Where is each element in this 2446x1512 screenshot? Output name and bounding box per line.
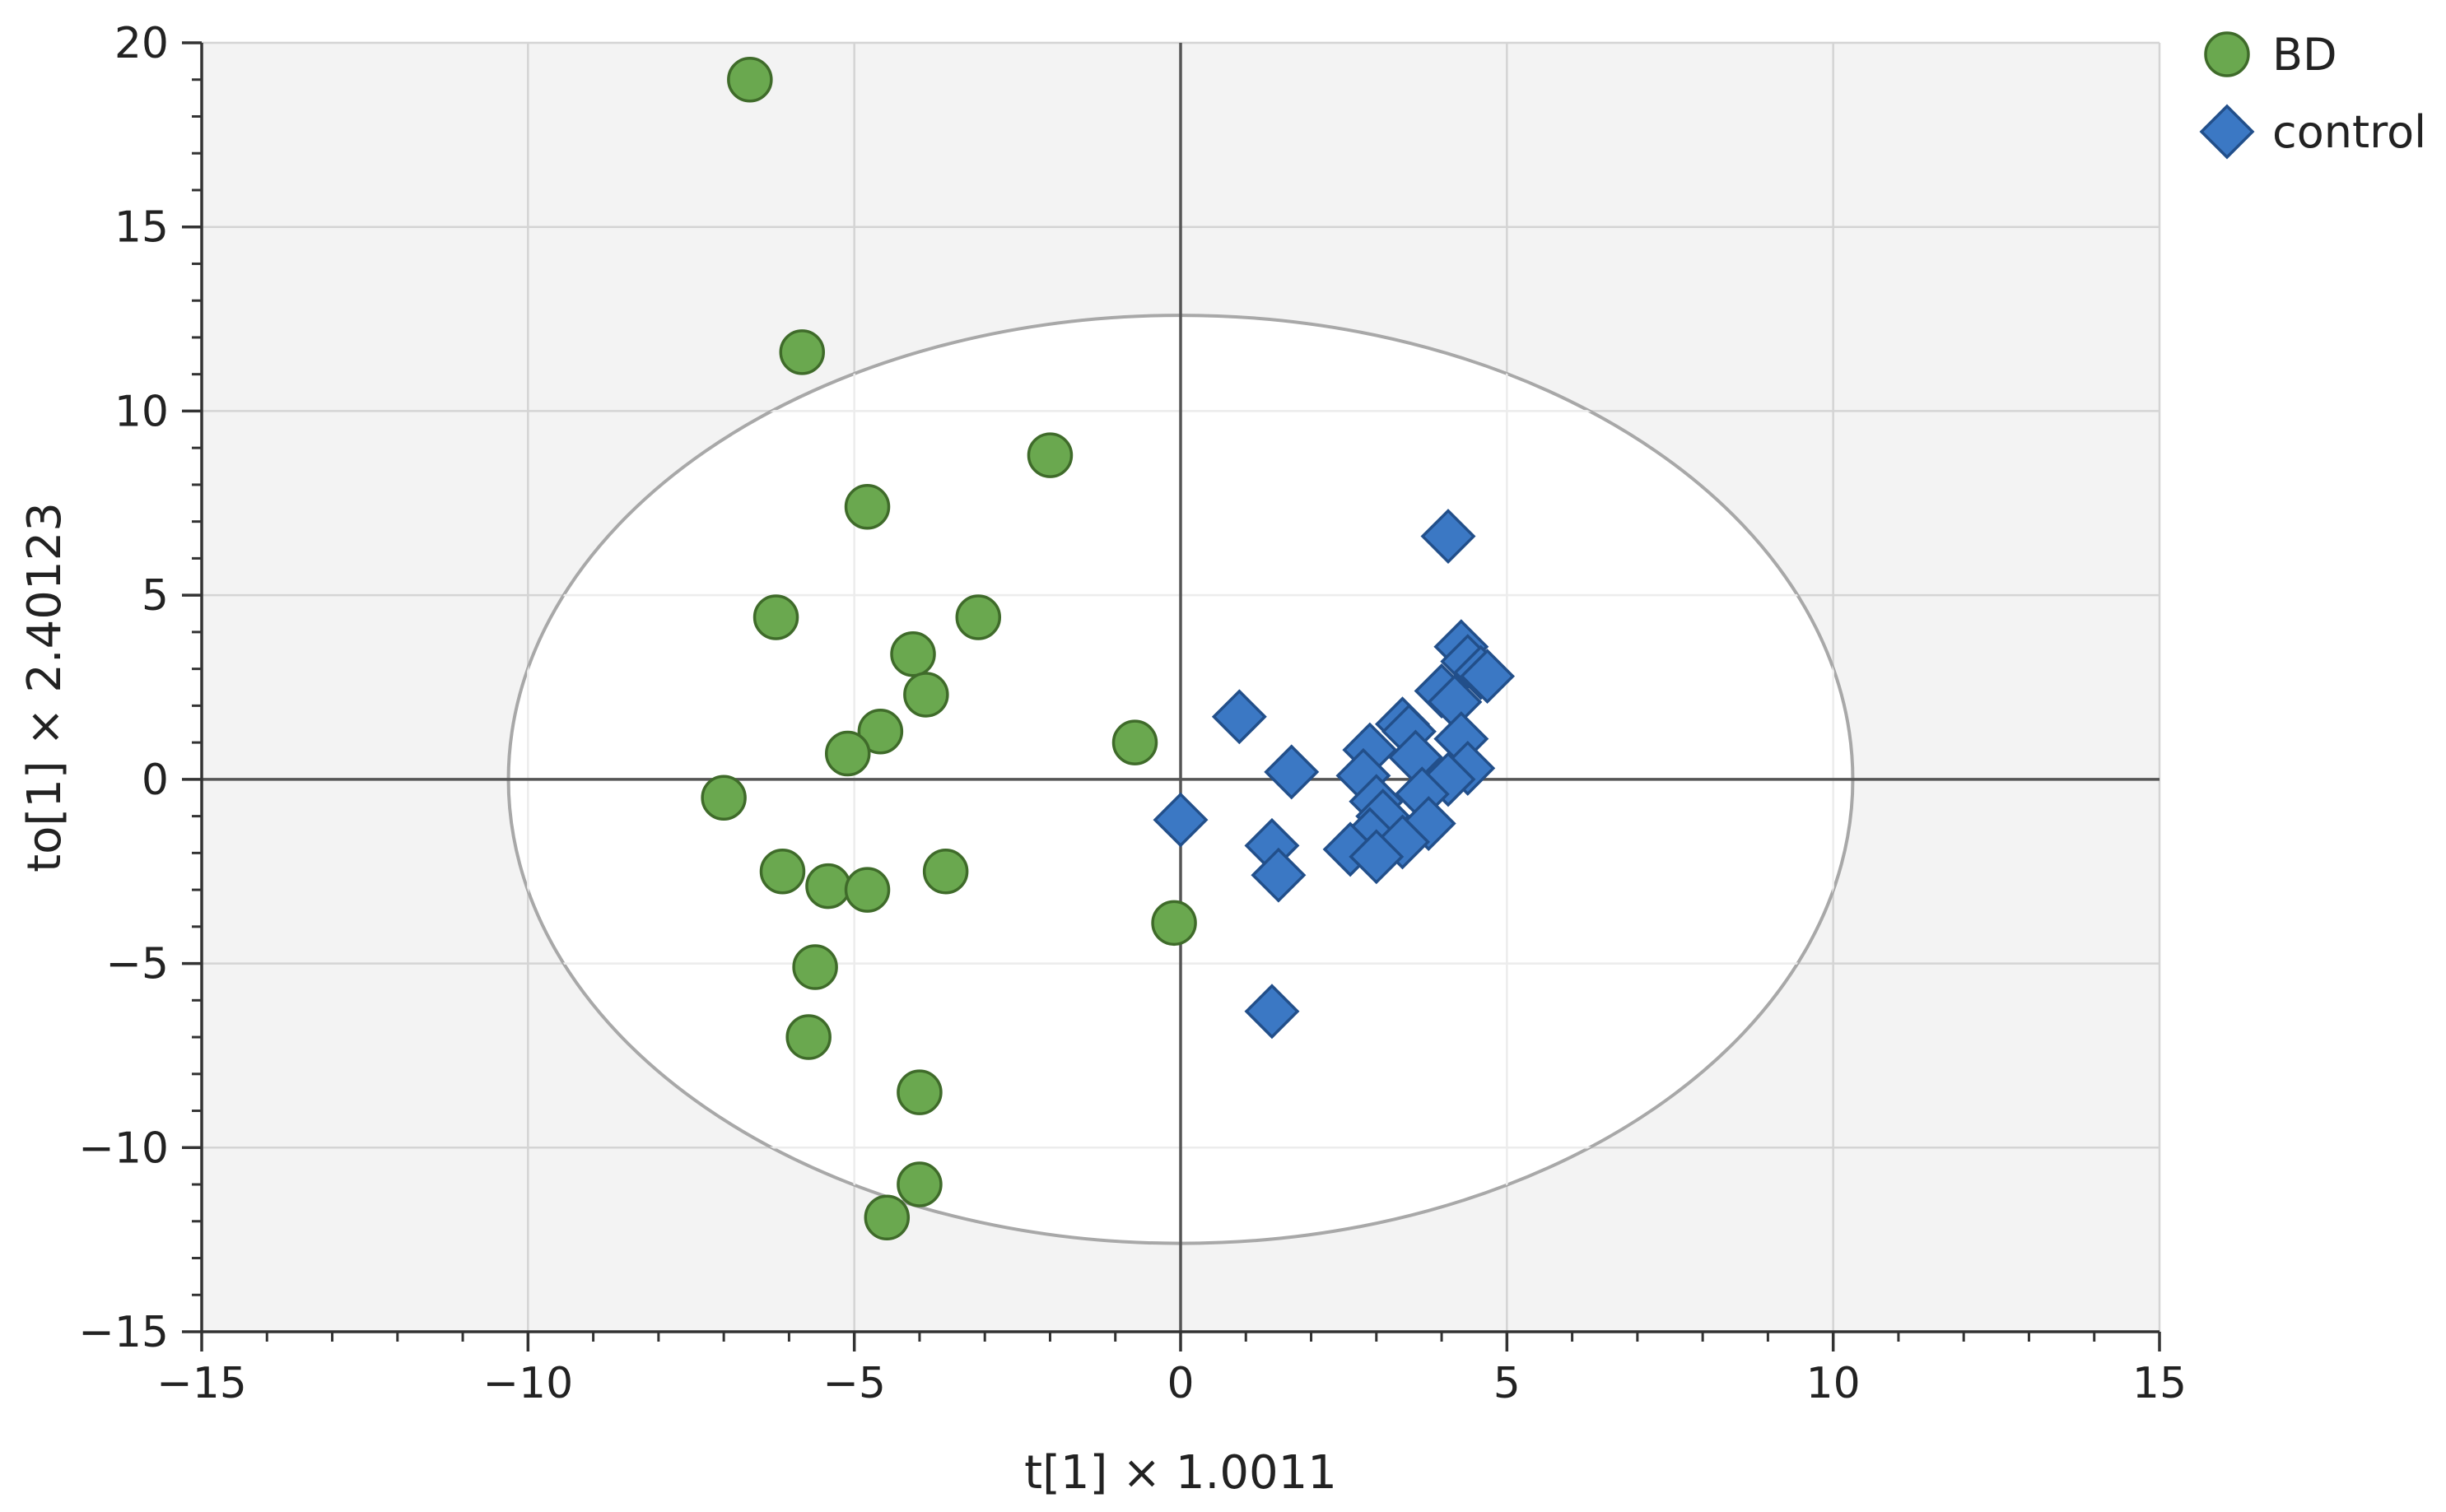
x-tick-label: 5 <box>1493 1359 1521 1408</box>
data-point-control <box>1211 689 1267 745</box>
data-point-bd <box>701 775 747 821</box>
data-point-bd <box>727 56 773 103</box>
y-tick-label: −5 <box>105 940 169 989</box>
data-point-control <box>1251 847 1307 903</box>
data-point-control <box>1460 649 1516 705</box>
y-tick-label: −10 <box>78 1124 169 1173</box>
legend-marker-bd <box>2204 31 2250 77</box>
y-tick-label: 15 <box>114 203 169 253</box>
data-point-control <box>1420 509 1476 565</box>
x-tick-label: 15 <box>2132 1359 2187 1408</box>
data-point-bd <box>824 730 871 777</box>
data-point-control <box>1349 829 1405 885</box>
data-point-bd <box>857 708 904 755</box>
data-point-control <box>1153 792 1209 848</box>
data-point-bd <box>864 1194 911 1241</box>
data-point-bd <box>792 944 838 990</box>
x-tick-label: 0 <box>1167 1359 1194 1408</box>
x-tick-label: −10 <box>482 1359 573 1408</box>
data-point-bd <box>785 1014 832 1060</box>
data-point-bd <box>955 594 1002 640</box>
data-point-bd <box>903 672 949 718</box>
y-tick-label: 10 <box>114 387 169 436</box>
data-point-bd <box>759 848 806 895</box>
x-axis-title: t[1] × 1.0011 <box>1024 1446 1337 1500</box>
data-point-bd <box>1027 432 1074 478</box>
data-point-control <box>1375 814 1430 870</box>
data-point-bd <box>897 1069 943 1115</box>
legend-label: BD <box>2272 29 2337 81</box>
data-point-bd <box>1151 900 1197 947</box>
y-tick-label: −15 <box>78 1308 169 1357</box>
data-point-bd <box>805 863 851 910</box>
x-tick-label: −5 <box>822 1359 886 1408</box>
legend-label: control <box>2272 106 2426 158</box>
y-axis-title: to[1] × 2.40123 <box>18 502 72 872</box>
y-tick-label: 5 <box>142 571 169 621</box>
data-point-bd <box>890 630 936 677</box>
y-tick-label: 20 <box>114 19 169 68</box>
data-point-bd <box>779 329 826 375</box>
legend: BD control <box>2199 29 2426 160</box>
data-point-control <box>1244 984 1300 1040</box>
data-point-bd <box>922 848 969 895</box>
y-tick-label: 0 <box>142 756 169 805</box>
data-point-bd <box>1111 719 1158 765</box>
data-point-bd <box>844 484 891 530</box>
data-point-bd <box>844 867 891 913</box>
data-point-control <box>1264 744 1320 800</box>
legend-marker-control <box>2199 104 2255 160</box>
x-tick-label: 10 <box>1806 1359 1861 1408</box>
x-tick-label: −15 <box>156 1359 247 1408</box>
data-point-bd <box>897 1161 943 1207</box>
data-point-bd <box>752 594 799 640</box>
